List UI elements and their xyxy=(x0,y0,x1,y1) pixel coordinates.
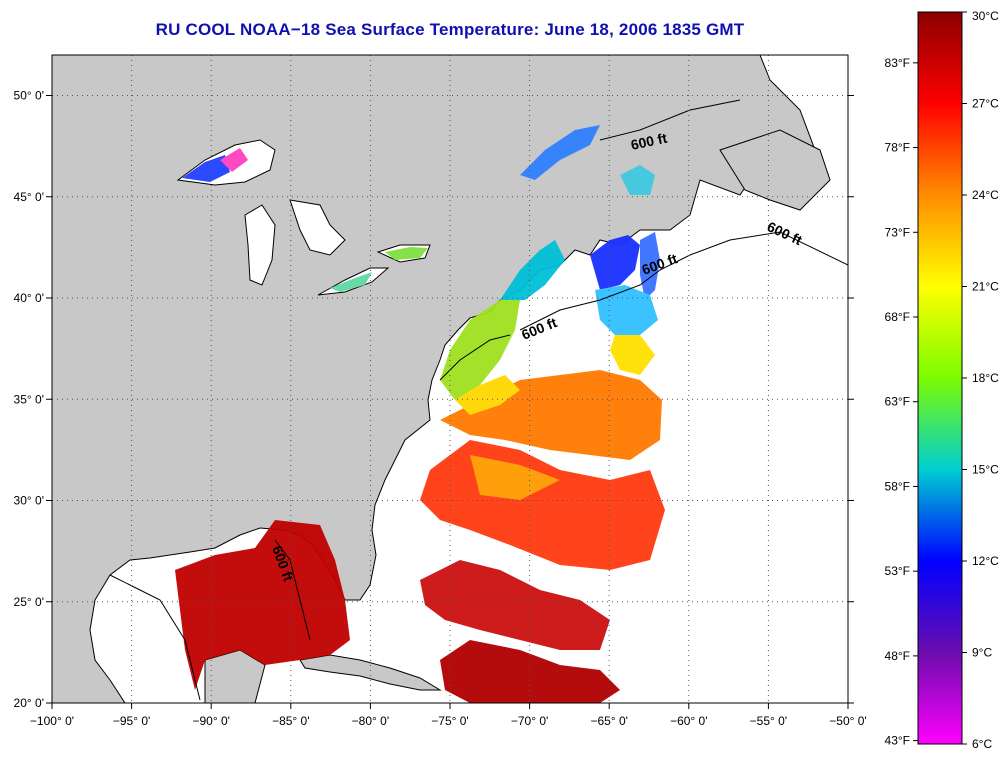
lon-tick-label: −95° 0' xyxy=(113,714,150,728)
axis-ticks: −100° 0' −95° 0' −90° 0' −85° 0' −80° 0' −75°… xyxy=(14,89,867,729)
lat-tick-label: 45° 0' xyxy=(14,190,44,204)
lat-tick-label: 30° 0' xyxy=(14,494,44,508)
lon-tick-label: −60° 0' xyxy=(670,714,707,728)
celsius-label: 24°C xyxy=(972,188,999,202)
lon-tick-label: −50° 0' xyxy=(829,714,866,728)
celsius-label: 21°C xyxy=(972,280,999,294)
land-newfoundland xyxy=(719,129,831,211)
lon-tick-label: −55° 0' xyxy=(750,714,787,728)
celsius-label: 18°C xyxy=(972,371,999,385)
celsius-label: 12°C xyxy=(972,554,999,568)
lat-tick-label: 40° 0' xyxy=(14,291,44,305)
lon-tick-label: −75° 0' xyxy=(431,714,468,728)
fahrenheit-label: 78°F xyxy=(885,141,910,155)
fahrenheit-label: 68°F xyxy=(885,310,910,324)
fahrenheit-label: 53°F xyxy=(885,564,910,578)
lake-michigan xyxy=(244,204,276,286)
lon-tick-label: −65° 0' xyxy=(590,714,627,728)
colorbar-scale xyxy=(917,11,963,745)
celsius-label: 6°C xyxy=(972,737,992,751)
lat-tick-label: 20° 0' xyxy=(14,696,44,710)
land-yucatan xyxy=(204,649,266,703)
celsius-label: 9°C xyxy=(972,646,992,660)
lon-tick-label: −90° 0' xyxy=(192,714,229,728)
lake-huron xyxy=(289,199,346,256)
fahrenheit-label: 48°F xyxy=(885,649,910,663)
celsius-label: 15°C xyxy=(972,463,999,477)
lat-tick-label: 25° 0' xyxy=(14,595,44,609)
lon-tick-label: −80° 0' xyxy=(352,714,389,728)
land-cuba xyxy=(299,654,442,691)
celsius-label: 30°C xyxy=(972,9,999,23)
lon-tick-label: −85° 0' xyxy=(272,714,309,728)
land-north-america xyxy=(52,55,816,703)
celsius-label: 27°C xyxy=(972,97,999,111)
lat-tick-label: 35° 0' xyxy=(14,392,44,406)
contour-label: 600 ft xyxy=(629,130,668,153)
sst-imagery xyxy=(175,125,665,703)
fahrenheit-label: 43°F xyxy=(885,734,910,748)
depth-contours xyxy=(109,99,848,701)
colorbar-labels: 30°C 27°C 24°C 21°C 18°C 15°C 12°C 9°C 6°C 83°F 78… xyxy=(885,9,1000,751)
lat-tick-label: 50° 0' xyxy=(14,89,44,103)
fahrenheit-label: 83°F xyxy=(885,56,910,70)
lon-tick-label: −100° 0' xyxy=(30,714,74,728)
fahrenheit-label: 63°F xyxy=(885,395,910,409)
fahrenheit-label: 73°F xyxy=(885,225,910,239)
fahrenheit-label: 58°F xyxy=(885,479,910,493)
map-title: RU COOL NOAA−18 Sea Surface Temperature:… xyxy=(155,20,745,39)
lon-tick-label: −70° 0' xyxy=(511,714,548,728)
